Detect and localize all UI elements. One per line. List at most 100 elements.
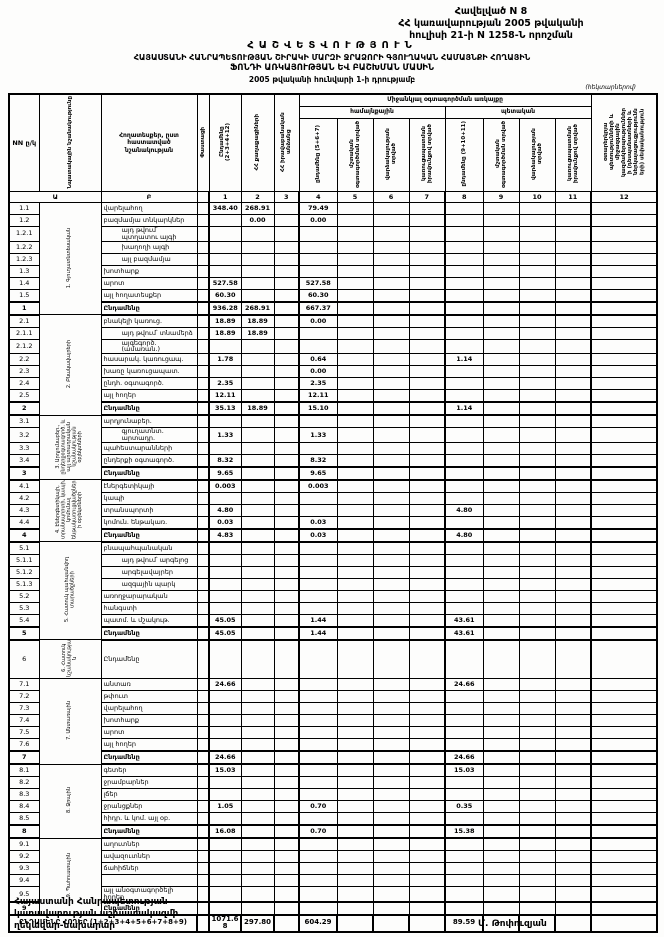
table-row: 8 Ընդամենը 16.08 0.70 15.38 <box>8 824 658 840</box>
value-cell-c10 <box>518 565 556 579</box>
land-type-cell: գյուղատնտ. արտադր. <box>100 427 198 443</box>
value-cell-f <box>196 738 210 752</box>
value-cell-c12 <box>590 479 658 493</box>
value-cell-c8: 15.38 <box>444 824 484 840</box>
value-cell-c5 <box>336 338 374 355</box>
signatory-block: Հայաստանի Հանրապետության կառավարության ա… <box>14 896 178 932</box>
value-cell-c7 <box>408 276 446 290</box>
value-cell-c5 <box>336 738 374 752</box>
value-cell-c10 <box>518 214 556 227</box>
col-header-communal-group: համայնքային <box>298 106 446 119</box>
value-cell-c1 <box>208 726 242 740</box>
row-number: 3.4 <box>8 453 40 468</box>
value-cell-c11 <box>554 837 592 852</box>
value-cell-c3 <box>273 479 300 493</box>
value-cell-c12 <box>590 589 658 603</box>
value-cell-c6 <box>372 300 410 316</box>
value-cell-c11 <box>554 625 592 641</box>
col-number-8: 8 <box>444 191 484 203</box>
value-cell-f <box>196 503 210 517</box>
value-cell-c11 <box>554 639 592 680</box>
grand-total-c12 <box>590 913 659 933</box>
value-cell-c6 <box>372 625 410 641</box>
value-cell-c6 <box>372 527 410 543</box>
value-cell-c11 <box>554 900 592 916</box>
value-cell-c12 <box>590 577 658 591</box>
value-cell-c9 <box>482 750 520 766</box>
value-cell-c1: 936.28 <box>208 300 242 316</box>
value-cell-c3 <box>273 527 300 543</box>
value-cell-c1: 348.40 <box>208 202 242 215</box>
row-number: 8.1 <box>8 763 40 778</box>
value-cell-c11 <box>554 702 592 716</box>
value-cell-c12 <box>590 326 658 340</box>
value-cell-c1 <box>208 788 242 802</box>
col-header-usage-group: Միջանկյալ օգտագործման առկայքը <box>298 93 592 107</box>
table-row: 1.1 1. Գյուղատնտեսական վարելահող 348.40 268.… <box>8 201 658 316</box>
value-cell-c12 <box>590 300 658 316</box>
value-cell-c2 <box>240 589 275 603</box>
value-cell-c7 <box>408 763 446 778</box>
value-cell-c1 <box>208 900 242 916</box>
section-cell: 3. Արդյունաբեր., ընդերքօգտագործ. և այլ ա… <box>38 414 102 481</box>
land-type-cell: այլ անօգտագործելի հողեր <box>100 886 198 903</box>
value-cell-c4: 2.35 <box>298 377 338 391</box>
value-cell-c2 <box>240 738 275 752</box>
value-cell-c11 <box>554 264 592 278</box>
grand-total-label: ԸՆԴԱՄԵՆԸ ՀՈՂԵՐ (1+2+3+4+5+6+7+8+9) <box>8 913 198 933</box>
value-cell-c2 <box>240 750 275 766</box>
land-type-cell: արոտ <box>100 726 198 740</box>
value-cell-c12 <box>590 800 658 814</box>
value-cell-c12 <box>590 837 658 852</box>
value-cell-c2 <box>240 776 275 790</box>
value-cell-c9 <box>482 690 520 704</box>
value-cell-c7 <box>408 264 446 278</box>
value-cell-c2 <box>240 441 275 455</box>
land-type-cell: Ընդամենը <box>100 300 198 316</box>
value-cell-c3 <box>273 862 300 876</box>
col-header-6-leased: վարձակալության տրված <box>372 118 410 192</box>
col-number-3: 3 <box>273 191 300 203</box>
col-header-8-state-total: ընդամենը (9+10+11) <box>444 118 484 192</box>
value-cell-c9 <box>482 441 520 455</box>
row-number: 9.1 <box>8 837 40 852</box>
value-cell-c11 <box>554 414 592 429</box>
value-cell-c8 <box>444 726 484 740</box>
value-cell-c3 <box>273 491 300 505</box>
value-cell-c2 <box>240 427 275 443</box>
value-cell-c8: 43.61 <box>444 625 484 641</box>
value-cell-c12 <box>590 625 658 641</box>
value-cell-f <box>196 314 210 328</box>
land-type-cell: առողջարարական <box>100 589 198 603</box>
value-cell-c9 <box>482 862 520 876</box>
value-cell-c8 <box>444 479 484 493</box>
value-cell-f <box>196 850 210 864</box>
value-cell-c8 <box>444 491 484 505</box>
value-cell-c8 <box>444 639 484 680</box>
value-cell-c10 <box>518 776 556 790</box>
row-number: 1.5 <box>8 288 40 303</box>
value-cell-c9 <box>482 276 520 290</box>
value-cell-c5 <box>336 414 374 429</box>
value-cell-f <box>196 465 210 481</box>
value-cell-c7 <box>408 565 446 579</box>
value-cell-f <box>196 377 210 391</box>
value-cell-c10 <box>518 276 556 290</box>
value-cell-c7 <box>408 226 446 242</box>
land-type-cell: այդ թվում՝ պտղատու այգի <box>100 226 198 242</box>
col-number-a: Ա <box>8 191 102 203</box>
land-type-cell: արգելավայրեր <box>100 565 198 579</box>
value-cell-c5 <box>336 300 374 316</box>
value-cell-c11 <box>554 763 592 778</box>
col-number-9: 9 <box>482 191 520 203</box>
value-cell-c4 <box>298 690 338 704</box>
value-cell-c1 <box>208 738 242 752</box>
table-row: 5 Ընդամենը 45.05 1.44 43.61 <box>8 625 658 641</box>
value-cell-c1 <box>208 850 242 864</box>
value-cell-c7 <box>408 625 446 641</box>
value-cell-c11 <box>554 491 592 505</box>
value-cell-c1: 2.35 <box>208 377 242 391</box>
value-cell-c4 <box>298 812 338 826</box>
table-row: 7.2 թփուտ <box>8 690 658 704</box>
value-cell-c5 <box>336 776 374 790</box>
